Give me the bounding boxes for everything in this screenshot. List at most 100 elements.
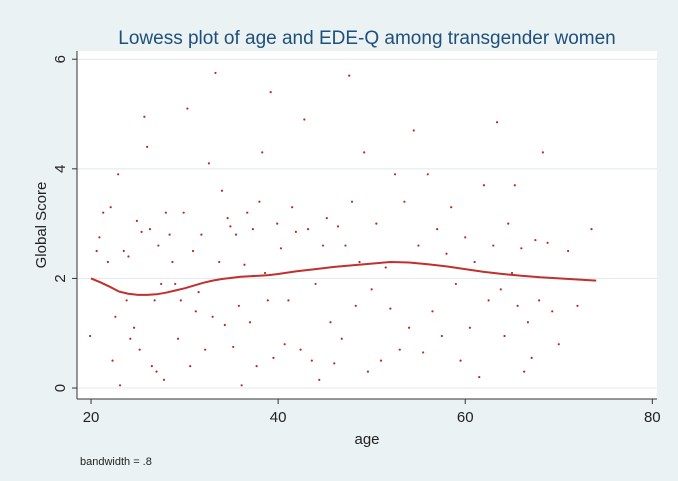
data-point [513,184,516,187]
data-point [403,200,406,203]
data-point [174,282,177,286]
data-point [118,384,122,387]
data-point [534,238,537,242]
chart-title: Lowess plot of age and EDE-Q among trans… [118,28,615,49]
data-point [440,334,443,338]
data-point [516,304,519,307]
data-point [122,249,125,253]
data-point [218,260,221,264]
data-point [269,91,272,94]
data-point [464,236,467,239]
data-point [223,323,226,327]
data-point [186,107,189,110]
data-point [507,222,510,225]
x-tick-label: 40 [270,409,287,426]
data-point [279,247,283,250]
data-point [132,326,136,329]
data-point [530,356,533,359]
data-point [258,200,261,203]
data-point [340,337,343,340]
data-point [557,343,560,346]
data-point [197,291,200,294]
data-point [261,151,264,154]
data-point [318,378,321,381]
data-point [329,321,332,324]
data-point [211,315,214,318]
data-point [303,118,306,121]
data-point [117,173,120,176]
x-axis-ticks: 20 40 60 80 [83,399,661,426]
data-point [379,359,383,362]
data-point [176,337,180,340]
data-point [487,299,490,302]
data-point [251,228,254,231]
data-point [234,233,238,236]
data-point [146,145,149,149]
data-point [431,310,434,313]
data-point [348,74,351,77]
data-point [363,151,366,154]
data-point [492,244,495,247]
data-point [237,304,240,307]
data-point [370,288,373,291]
data-point [468,326,472,329]
data-point [350,200,354,203]
data-point [95,249,98,253]
data-point [283,343,286,346]
data-point [191,249,195,253]
data-point [510,271,514,275]
x-tick-label: 60 [457,409,474,426]
x-axis-label: age [354,431,379,448]
data-point [135,219,138,222]
data-point [155,370,158,373]
data-point [194,310,197,313]
data-point [291,206,294,209]
data-point [436,228,439,231]
data-point [499,288,502,291]
data-point [478,375,481,379]
data-point [314,282,317,286]
data-point [111,359,114,362]
data-point [263,271,267,275]
data-point [140,230,143,233]
data-point [503,334,506,338]
data-point [495,121,499,124]
data-point [243,263,246,266]
data-point [459,359,462,362]
data-point [576,304,579,307]
data-point [164,211,167,214]
data-point [246,211,249,214]
data-point [520,247,523,250]
data-point [207,162,211,165]
data-point [294,230,298,233]
data-point [150,365,153,368]
data-point [106,260,109,264]
data-point [272,356,275,359]
x-tick-label: 80 [644,409,661,426]
data-point [287,299,290,302]
y-tick-label: 0 [52,384,69,392]
data-point [407,326,411,329]
data-point [526,321,530,324]
data-point [138,348,141,351]
data-point [143,115,146,118]
data-point [204,348,207,351]
data-point [266,299,269,302]
data-point [454,282,457,286]
data-point [590,228,593,231]
data-point [354,304,357,307]
data-point [171,260,174,264]
y-tick-label: 4 [52,165,69,173]
y-axis-label: Global Score [33,182,50,269]
y-axis-ticks: 0 2 4 6 [52,55,77,392]
y-tick-label: 2 [52,274,69,282]
plot-background [77,51,657,399]
data-point [445,252,448,255]
data-point [248,321,252,324]
data-point [182,211,185,214]
data-point [127,255,130,258]
data-point [299,348,302,351]
data-point [220,189,224,192]
data-point [375,222,378,225]
